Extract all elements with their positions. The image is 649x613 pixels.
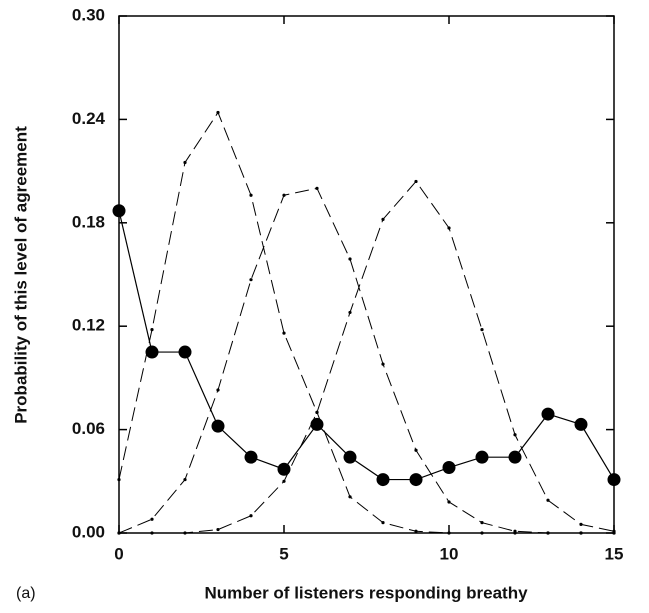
data-point [508, 450, 522, 464]
data-point [249, 193, 253, 197]
data-point [117, 477, 121, 482]
data-point [277, 462, 291, 476]
x-tick-label: 15 [605, 544, 624, 563]
data-point [216, 110, 220, 115]
series-line [118, 210, 615, 481]
data-point [447, 226, 451, 230]
data-point [480, 521, 484, 525]
data-point [112, 204, 126, 218]
plot-frame [118, 15, 615, 534]
data-point [282, 331, 286, 335]
data-point [541, 407, 555, 421]
data-point [145, 345, 159, 359]
data-point [607, 473, 621, 487]
data-point [211, 419, 225, 433]
series-line [119, 180, 615, 534]
data-point [249, 278, 253, 282]
data-point [546, 531, 550, 535]
data-point [414, 448, 418, 452]
data-point [150, 517, 154, 521]
data-point [348, 310, 352, 315]
data-point [442, 461, 456, 475]
data-point [315, 410, 319, 414]
data-point [150, 531, 154, 535]
data-point [579, 531, 583, 535]
data-point [343, 450, 357, 464]
y-tick-label: 0.18 [72, 212, 105, 231]
data-point [315, 186, 319, 190]
data-point [381, 362, 385, 366]
data-point [282, 479, 286, 483]
data-point [579, 522, 583, 526]
data-point [574, 417, 588, 431]
x-tick-label: 5 [279, 544, 288, 563]
data-point [244, 450, 258, 464]
data-point [381, 521, 385, 525]
data-point [183, 531, 187, 535]
y-tick-label: 0.12 [72, 316, 105, 335]
data-point [249, 514, 253, 518]
data-point [376, 473, 390, 487]
data-point [282, 193, 286, 197]
data-point [546, 498, 550, 502]
data-point [414, 179, 418, 184]
data-point [414, 529, 418, 533]
x-tick-label: 10 [440, 544, 459, 563]
panel-label: (a) [16, 585, 36, 602]
data-point [183, 477, 187, 482]
data-point [480, 531, 484, 535]
series-line [118, 111, 614, 534]
data-point [513, 433, 517, 437]
data-point [513, 529, 517, 533]
y-tick-label: 0.30 [72, 5, 105, 24]
x-axis-label: Number of listeners responding breathy [204, 583, 528, 602]
data-point [183, 160, 187, 165]
data-point [480, 328, 484, 332]
data-point [178, 345, 192, 359]
data-point [612, 529, 616, 533]
y-tick-label: 0.06 [72, 419, 105, 438]
series-line [118, 187, 614, 534]
y-tick-label: 0.24 [72, 109, 106, 128]
data-point [348, 495, 352, 499]
x-tick-label: 0 [114, 544, 123, 563]
data-point [216, 527, 220, 532]
data-point [216, 388, 220, 392]
data-point [348, 257, 352, 261]
data-point [150, 328, 154, 332]
data-point [475, 450, 489, 464]
data-point [409, 473, 423, 487]
data-point [381, 217, 385, 221]
data-point [117, 531, 121, 535]
y-axis-label: Probability of this level of agreement [11, 126, 30, 424]
y-tick-label: 0.00 [72, 522, 105, 541]
data-point [447, 500, 451, 504]
data-point [447, 531, 451, 535]
